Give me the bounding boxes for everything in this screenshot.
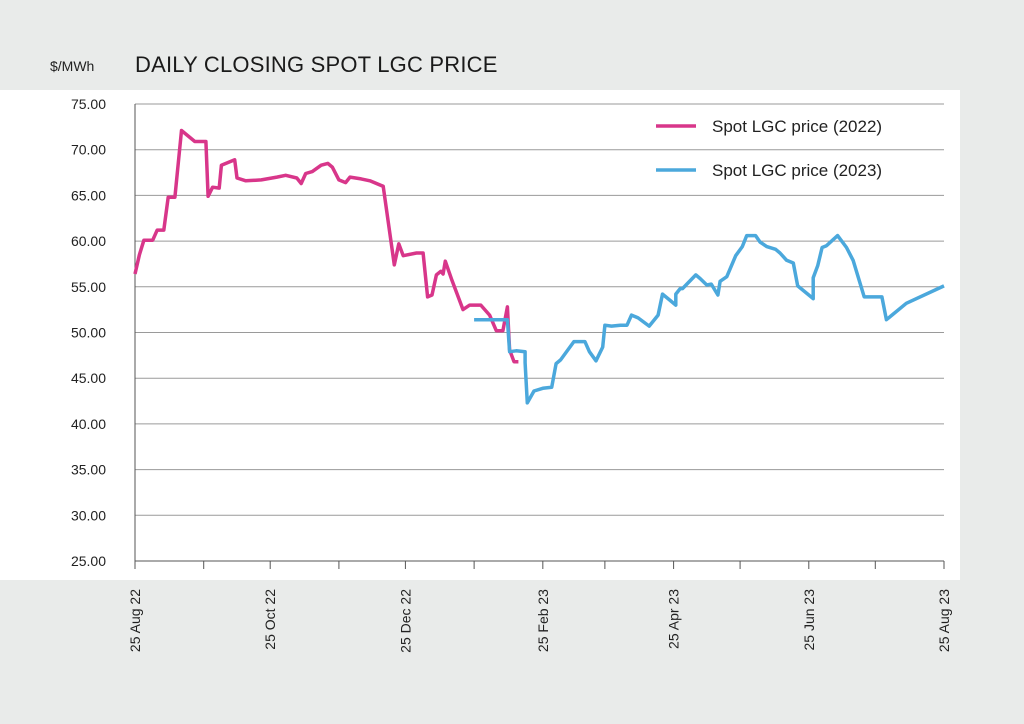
data-series — [133, 128, 945, 405]
x-tick-label: 25 Dec 22 — [397, 589, 413, 653]
axes: 25.00 30.00 35.00 40.00 45.00 50.00 55.00 60.00… — [71, 96, 952, 653]
x-tick-label: 25 Jun 23 — [801, 589, 817, 651]
y-tick-label: 70.00 — [71, 142, 106, 158]
line-chart: 25.00 30.00 35.00 40.00 45.00 50.00 55.00 60.00… — [0, 90, 960, 653]
x-tick-label: 25 Oct 22 — [262, 589, 278, 650]
x-tick-label: 25 Aug 23 — [936, 589, 952, 652]
plot-background — [0, 90, 960, 580]
series-line-2023 — [474, 233, 945, 405]
y-tick-label: 60.00 — [71, 233, 106, 249]
x-tick-label: 25 Aug 22 — [127, 589, 143, 652]
legend-label-2023: Spot LGC price (2023) — [712, 161, 882, 180]
x-tick-label: 25 Apr 23 — [666, 589, 682, 649]
y-tick-label: 55.00 — [71, 279, 106, 295]
y-tick-label: 50.00 — [71, 325, 106, 341]
y-tick-label: 35.00 — [71, 462, 106, 478]
series-line-2022 — [133, 128, 519, 364]
legend: Spot LGC price (2022) Spot LGC price (202… — [656, 117, 882, 180]
y-axis-unit-label: $/MWh — [50, 58, 95, 74]
y-tick-label: 65.00 — [71, 187, 106, 203]
y-tick-label: 25.00 — [71, 553, 106, 569]
chart-panel: 25.00 30.00 35.00 40.00 45.00 50.00 55.00 60.00… — [0, 90, 960, 653]
y-tick-label: 75.00 — [71, 96, 106, 112]
chart-title: DAILY CLOSING SPOT LGC PRICE — [135, 52, 498, 77]
x-tick-label: 25 Feb 23 — [535, 589, 551, 652]
y-tick-label: 30.00 — [71, 507, 106, 523]
legend-label-2022: Spot LGC price (2022) — [712, 117, 882, 136]
y-tick-label: 45.00 — [71, 370, 106, 386]
gridlines — [135, 103, 944, 516]
y-tick-label: 40.00 — [71, 416, 106, 432]
